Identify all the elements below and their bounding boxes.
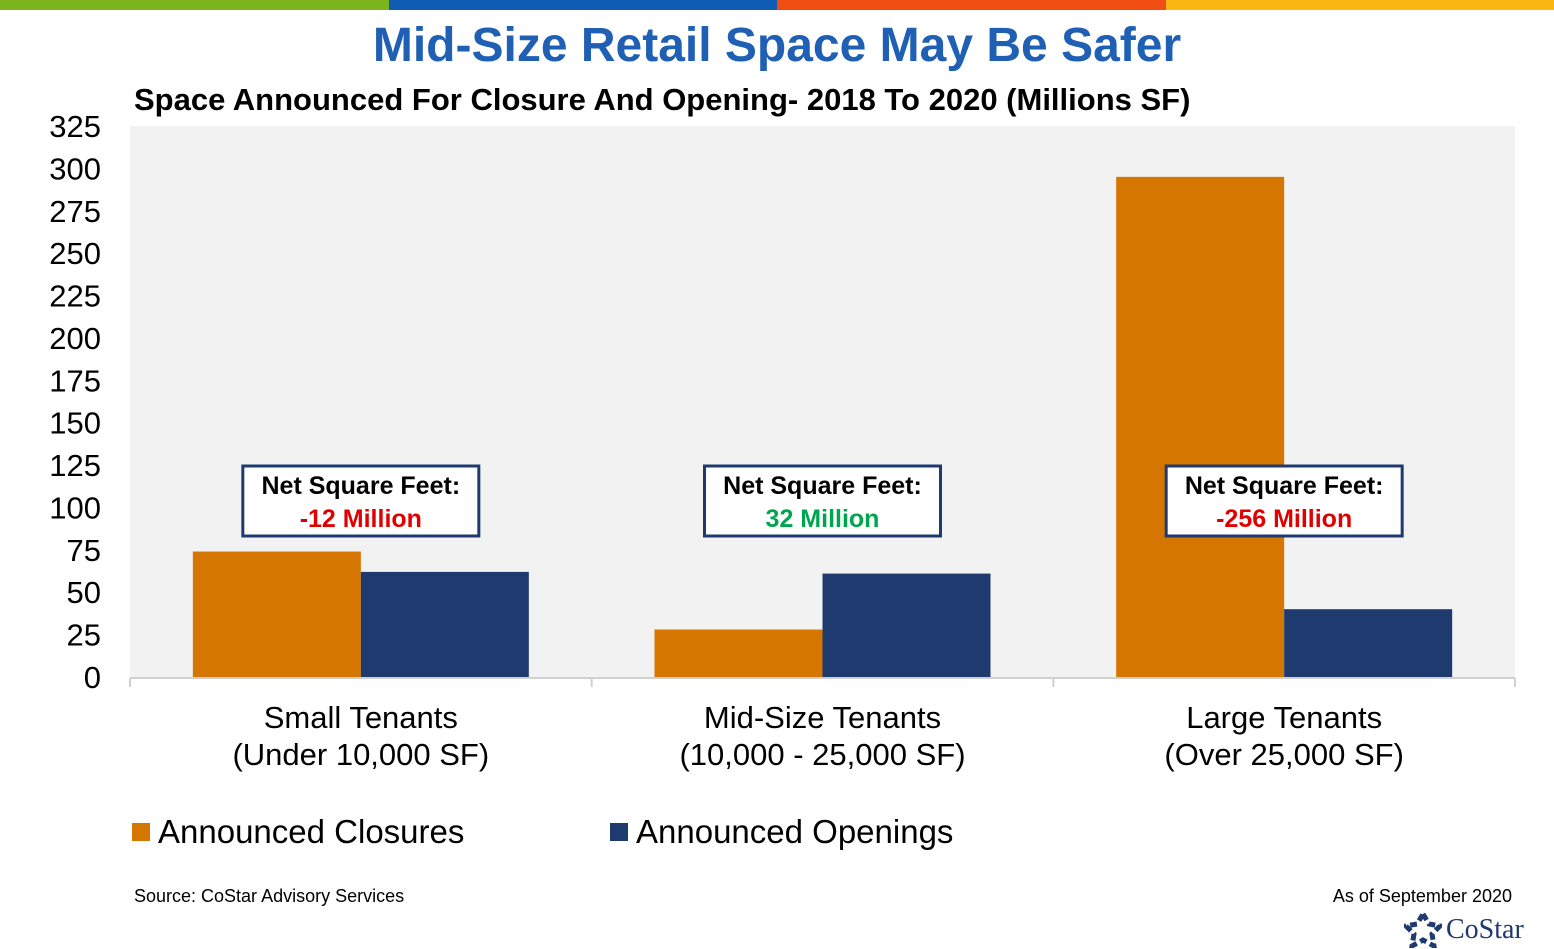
costar-star-icon: [1404, 912, 1442, 948]
topbar-orange: [777, 0, 1166, 10]
legend-label-closures: Announced Closures: [158, 813, 465, 850]
net-annotation-label: Net Square Feet:: [1185, 472, 1384, 500]
x-category-label: Mid-Size Tenants: [704, 700, 941, 735]
legend-item-openings: Announced Openings: [610, 812, 953, 852]
net-annotation-box: [241, 464, 481, 538]
net-annotation-label: Net Square Feet:: [723, 472, 922, 500]
x-category-label: Small Tenants: [264, 700, 458, 735]
y-tick-label: 225: [49, 279, 101, 314]
legend-swatch-openings: [610, 823, 628, 841]
y-tick-label: 125: [49, 448, 101, 483]
bar-closures: [654, 629, 823, 677]
y-tick-label: 0: [84, 660, 101, 695]
x-category-label: Large Tenants: [1186, 700, 1382, 735]
y-tick-label: 200: [49, 321, 101, 356]
legend-label-openings: Announced Openings: [636, 813, 954, 850]
bar-closures: [192, 551, 361, 677]
net-annotation-box: [1164, 464, 1404, 538]
topbar-green: [0, 0, 389, 10]
y-tick-label: 275: [49, 194, 101, 229]
bar-openings: [360, 571, 529, 677]
x-category-sublabel: (Over 25,000 SF): [1164, 737, 1403, 772]
net-annotation-value: -256 Million: [1216, 505, 1352, 533]
source-note: Source: CoStar Advisory Services: [134, 886, 405, 906]
y-tick-label: 75: [67, 533, 101, 568]
x-category-sublabel: (Under 10,000 SF): [232, 737, 489, 772]
y-tick-label: 150: [49, 406, 101, 441]
bar-chart: 0 25 50 75 100 125 150 175 200 225 250 275 300 325 Sma…: [49, 109, 1516, 772]
y-tick-label: 300: [49, 151, 101, 186]
net-annotation-value: 32 Million: [766, 505, 880, 533]
y-tick-label: 250: [49, 236, 101, 271]
y-tick-label: 50: [67, 575, 101, 610]
bar-closures: [1116, 176, 1285, 677]
as-of-note: As of September 2020: [1332, 886, 1512, 906]
topbar-blue: [388, 0, 777, 10]
page-title: Mid-Size Retail Space May Be Safer: [372, 19, 1182, 72]
x-category-sublabel: (10,000 - 25,000 SF): [679, 737, 965, 772]
costar-logo: CoStar: [1404, 912, 1524, 948]
logo-text: CoStar: [1446, 914, 1524, 945]
bar-openings: [822, 573, 991, 677]
y-tick-label: 100: [49, 490, 101, 525]
net-annotation-box: [703, 464, 942, 538]
net-annotation-label: Net Square Feet:: [261, 472, 460, 500]
net-annotation-value: -12 Million: [300, 505, 422, 533]
topbar-yellow: [1165, 0, 1554, 10]
legend-swatch-closures: [132, 823, 150, 841]
chart-subtitle: Space Announced For Closure And Opening-…: [134, 82, 1191, 117]
bar-openings: [1284, 609, 1453, 677]
top-color-bar: [0, 0, 1554, 10]
y-tick-label: 25: [67, 618, 101, 653]
legend-item-closures: Announced Closures: [132, 812, 464, 852]
y-tick-label: 175: [49, 363, 101, 398]
y-tick-label: 325: [49, 109, 101, 144]
